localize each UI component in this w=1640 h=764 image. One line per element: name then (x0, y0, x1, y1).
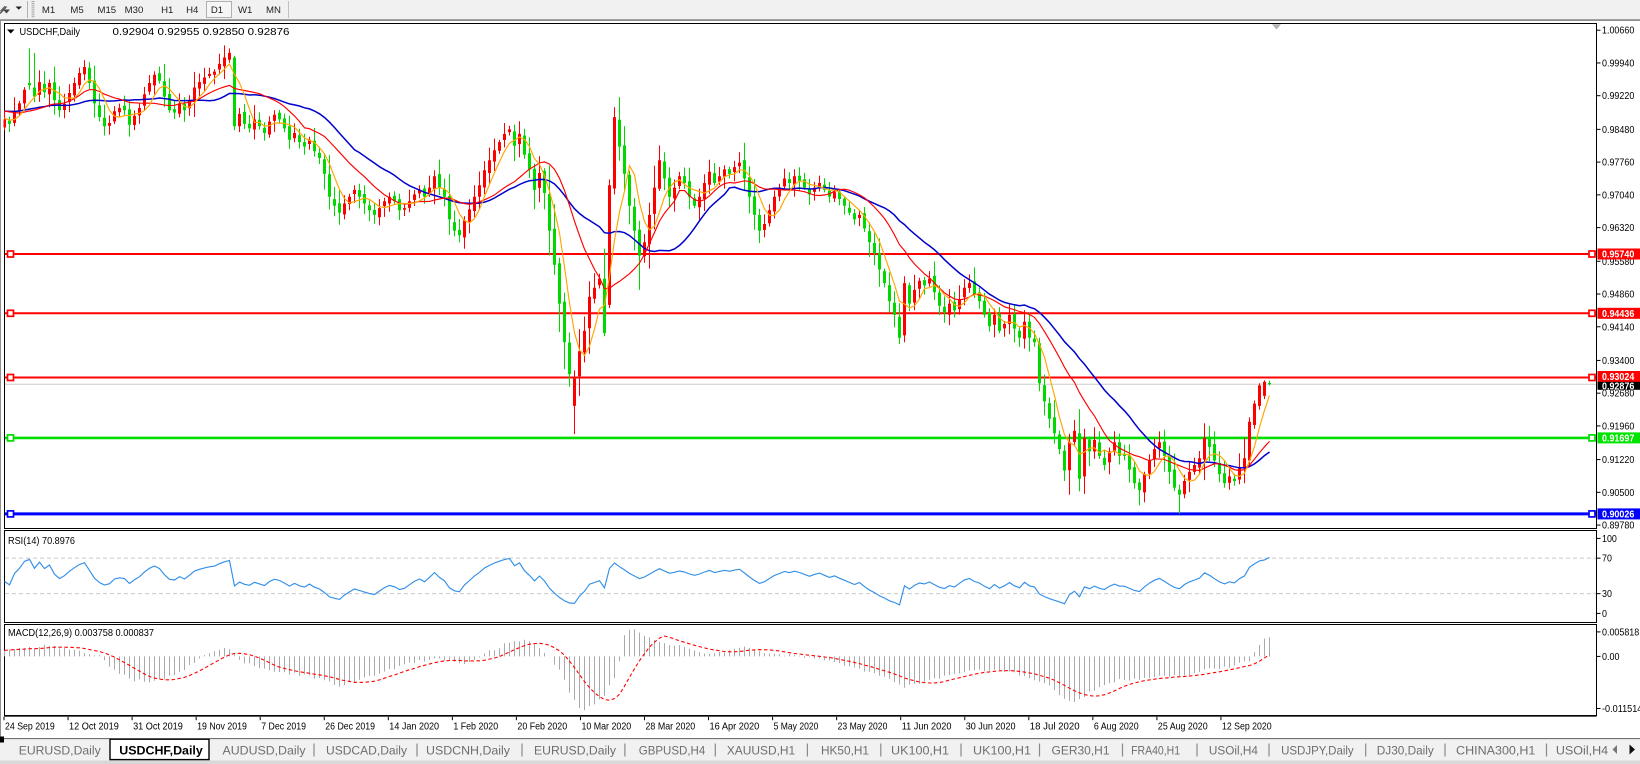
svg-text:HK50,H1: HK50,H1 (821, 744, 869, 758)
svg-text:EURUSD,Daily: EURUSD,Daily (534, 744, 617, 758)
svg-text:GBPUSD,H4: GBPUSD,H4 (639, 744, 706, 758)
svg-text:USDCNH,Daily: USDCNH,Daily (426, 744, 511, 758)
svg-text:D1: D1 (211, 5, 223, 16)
svg-text:M5: M5 (70, 5, 83, 16)
svg-text:0.91697: 0.91697 (1602, 433, 1635, 444)
svg-text:0.94860: 0.94860 (1602, 290, 1635, 301)
svg-text:USOil,H4: USOil,H4 (1209, 744, 1258, 758)
svg-text:0.94436: 0.94436 (1602, 309, 1635, 320)
svg-text:0.91960: 0.91960 (1602, 421, 1635, 432)
svg-text:0: 0 (1602, 609, 1607, 620)
svg-text:USDCHF,Daily: USDCHF,Daily (20, 27, 81, 38)
svg-text:0.95740: 0.95740 (1602, 249, 1635, 260)
svg-text:28 Mar 2020: 28 Mar 2020 (646, 721, 696, 732)
svg-text:30 Jun 2020: 30 Jun 2020 (966, 721, 1016, 732)
svg-text:M1: M1 (42, 5, 55, 16)
svg-text:0.93400: 0.93400 (1602, 356, 1635, 367)
svg-text:24 Sep 2019: 24 Sep 2019 (5, 721, 55, 732)
svg-text:6 Aug 2020: 6 Aug 2020 (1094, 721, 1139, 732)
svg-text:10 Mar 2020: 10 Mar 2020 (581, 721, 631, 732)
svg-text:0.97760: 0.97760 (1602, 158, 1635, 169)
svg-text:0.99220: 0.99220 (1602, 91, 1635, 102)
svg-text:12 Sep 2020: 12 Sep 2020 (1222, 721, 1272, 732)
svg-text:H4: H4 (186, 5, 199, 16)
svg-text:CHINA300,H1: CHINA300,H1 (1456, 744, 1535, 758)
svg-text:GER30,H1: GER30,H1 (1052, 744, 1110, 758)
svg-text:M15: M15 (97, 5, 116, 16)
svg-text:30: 30 (1602, 589, 1612, 600)
svg-text:FRA40,H1: FRA40,H1 (1131, 744, 1180, 758)
svg-text:1.00660: 1.00660 (1602, 26, 1635, 37)
svg-text:UK100,H1: UK100,H1 (973, 744, 1031, 758)
svg-text:USDJPY,Daily: USDJPY,Daily (1281, 744, 1354, 758)
svg-text:70: 70 (1602, 554, 1612, 565)
svg-text:0.91220: 0.91220 (1602, 455, 1635, 466)
svg-text:RSI(14) 70.8976: RSI(14) 70.8976 (8, 536, 75, 547)
svg-text:0.92904 0.92955 0.92850 0.9287: 0.92904 0.92955 0.92850 0.92876 (113, 27, 290, 38)
svg-text:USDCAD,Daily: USDCAD,Daily (326, 744, 408, 758)
svg-text:23 May 2020: 23 May 2020 (838, 721, 888, 732)
svg-text:XAUUSD,H1: XAUUSD,H1 (727, 744, 795, 758)
svg-text:0.99940: 0.99940 (1602, 58, 1635, 69)
svg-text:0.93024: 0.93024 (1602, 372, 1635, 383)
svg-text:0.89780: 0.89780 (1602, 521, 1635, 532)
svg-text:M30: M30 (125, 5, 144, 16)
svg-text:0.98480: 0.98480 (1602, 125, 1635, 136)
svg-text:0.005818: 0.005818 (1602, 627, 1639, 638)
svg-text:0.95580: 0.95580 (1602, 257, 1635, 268)
svg-text:UK100,H1: UK100,H1 (891, 744, 949, 758)
svg-text:20 Feb 2020: 20 Feb 2020 (517, 721, 567, 732)
svg-text:0.92876: 0.92876 (1602, 381, 1635, 392)
svg-text:W1: W1 (238, 5, 252, 16)
svg-text:0.90500: 0.90500 (1602, 488, 1635, 499)
svg-text:MN: MN (266, 5, 281, 16)
svg-text:MACD(12,26,9) 0.003758 0.00083: MACD(12,26,9) 0.003758 0.000837 (8, 628, 154, 639)
svg-text:1 Feb 2020: 1 Feb 2020 (453, 721, 498, 732)
svg-text:USDCHF,Daily: USDCHF,Daily (119, 744, 203, 758)
svg-text:7 Dec 2019: 7 Dec 2019 (261, 721, 306, 732)
svg-text:0.90026: 0.90026 (1602, 509, 1635, 520)
svg-text:0.96320: 0.96320 (1602, 223, 1635, 234)
svg-text:18 Jul 2020: 18 Jul 2020 (1030, 721, 1080, 732)
svg-text:26 Dec 2019: 26 Dec 2019 (325, 721, 375, 732)
svg-text:12 Oct 2019: 12 Oct 2019 (69, 721, 119, 732)
svg-text:0.00: 0.00 (1602, 652, 1620, 663)
svg-text:11 Jun 2020: 11 Jun 2020 (902, 721, 952, 732)
svg-text:H1: H1 (161, 5, 173, 16)
svg-text:AUDUSD,Daily: AUDUSD,Daily (223, 744, 307, 758)
svg-text:5 May 2020: 5 May 2020 (774, 721, 819, 732)
svg-text:25 Aug 2020: 25 Aug 2020 (1158, 721, 1208, 732)
svg-text:19 Nov 2019: 19 Nov 2019 (197, 721, 247, 732)
svg-text:-0.011514: -0.011514 (1602, 704, 1640, 715)
svg-text:EURUSD,Daily: EURUSD,Daily (19, 744, 102, 758)
svg-text:0.97040: 0.97040 (1602, 190, 1635, 201)
svg-text:16 Apr 2020: 16 Apr 2020 (710, 721, 760, 732)
svg-text:USOil,H4: USOil,H4 (1556, 744, 1608, 758)
svg-text:14 Jan 2020: 14 Jan 2020 (389, 721, 439, 732)
svg-text:0.94140: 0.94140 (1602, 322, 1635, 333)
svg-text:0.92680: 0.92680 (1602, 389, 1635, 400)
svg-text:31 Oct 2019: 31 Oct 2019 (133, 721, 183, 732)
svg-text:DJ30,Daily: DJ30,Daily (1377, 744, 1435, 758)
svg-text:100: 100 (1602, 534, 1617, 545)
